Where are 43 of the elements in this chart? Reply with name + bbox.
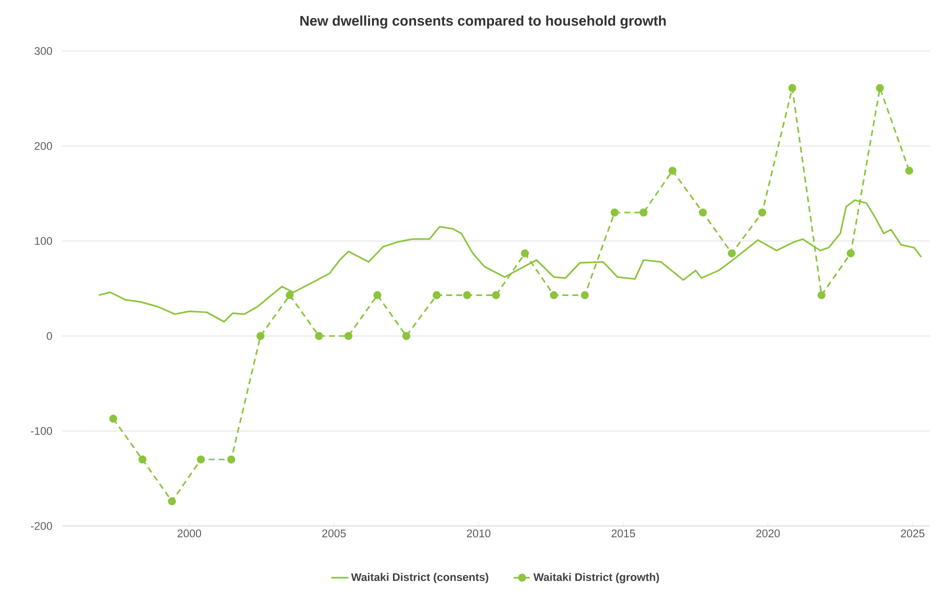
point [138,456,146,464]
point [227,456,236,464]
point [402,332,410,340]
point [580,291,589,300]
y-tick-label: 100 [34,237,52,245]
point [432,291,441,300]
point [728,249,736,258]
y-tick-label: -200 [30,522,52,530]
y-tick-label: 200 [34,142,52,150]
point [109,414,118,423]
point [373,291,382,300]
point [846,249,855,258]
point [876,84,884,92]
point [344,332,352,340]
point [314,332,323,340]
point [256,332,264,340]
legend-label: Waitaki District (consents) [351,572,488,584]
point [758,208,766,216]
point [905,166,914,175]
point [610,208,619,216]
x-tick-label: 2005 [322,530,346,538]
point [640,208,648,216]
x-tick-label: 2020 [756,530,780,538]
point [788,84,796,92]
point [550,291,558,300]
x-tick-label: 2025 [900,530,924,538]
x-tick-label: 2010 [466,530,490,538]
point [196,456,205,464]
point [668,166,676,175]
point [698,208,707,216]
point [463,291,472,300]
chart-title: New dwelling consents compared to household growth [300,15,666,29]
y-tick-label: -100 [30,427,52,435]
x-tick-label: 2000 [178,530,202,538]
point [286,291,294,300]
y-tick-label: 0 [46,332,52,340]
point [818,291,826,300]
point [168,497,176,506]
x-tick-label: 2015 [612,530,636,538]
point [520,249,529,258]
y-tick-label: 300 [34,47,52,55]
legend-label: Waitaki District (growth) [533,572,659,584]
point [492,291,500,300]
